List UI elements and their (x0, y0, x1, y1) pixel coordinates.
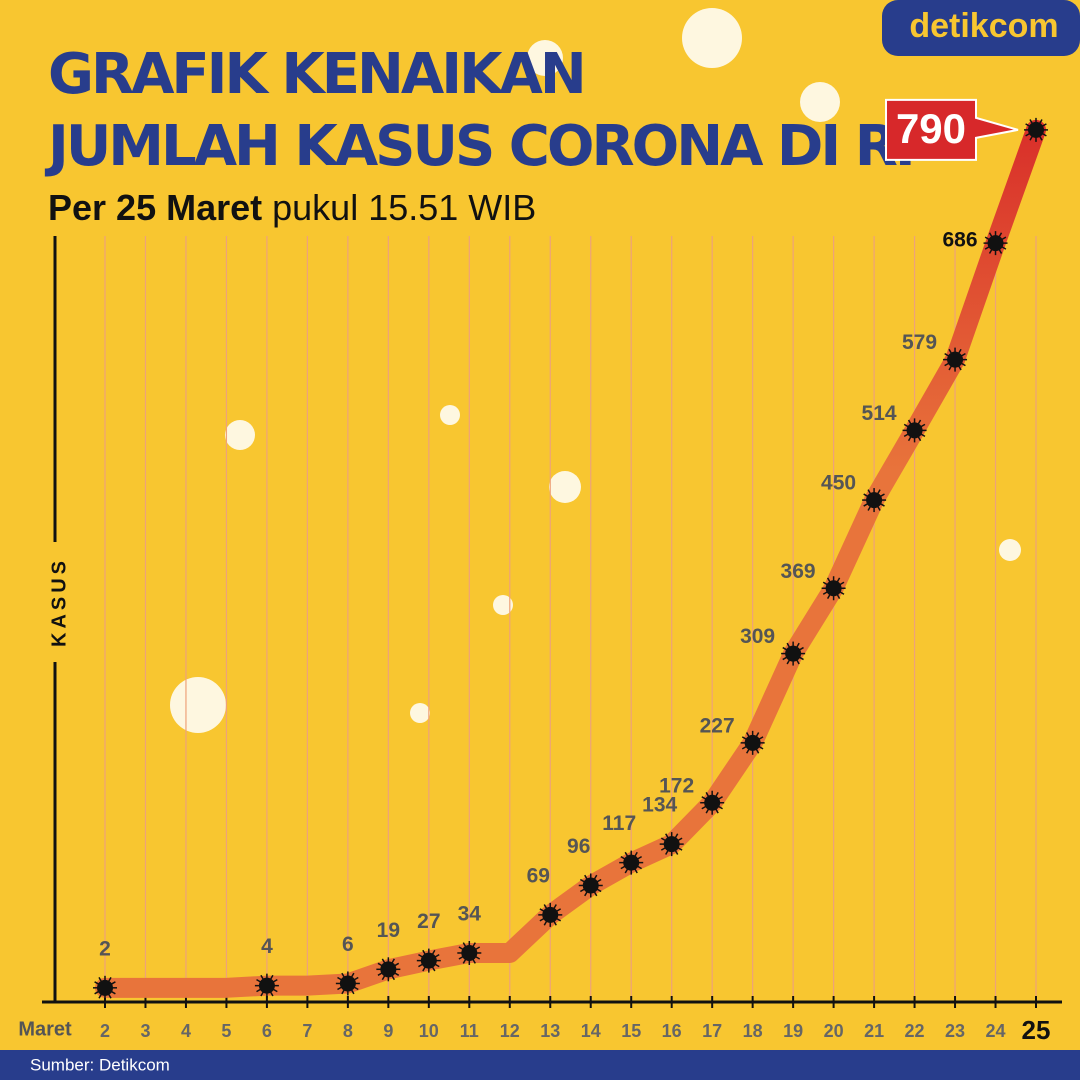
x-tick-label: 23 (945, 1021, 965, 1041)
marker-dot (785, 645, 802, 662)
x-tick-label: 14 (581, 1021, 601, 1041)
x-tick-label: 6 (262, 1021, 272, 1041)
value-label: 6 (342, 933, 354, 956)
marker (821, 576, 846, 601)
x-tick-label: 16 (662, 1021, 682, 1041)
marker-dot (420, 952, 437, 969)
x-tick-label: 10 (419, 1021, 439, 1041)
x-tick-label: 8 (343, 1021, 353, 1041)
value-label: 514 (862, 402, 897, 425)
x-tick-label: 2 (100, 1021, 110, 1041)
marker-dot (744, 734, 761, 751)
marker-dot (97, 979, 113, 996)
value-label: 117 (602, 812, 636, 835)
value-label: 790 (896, 105, 966, 152)
marker-dot (582, 877, 599, 894)
x-tick-label: 21 (864, 1021, 884, 1041)
x-tick-label: 11 (460, 1021, 479, 1041)
value-label: 34 (458, 903, 482, 926)
value-label: 134 (642, 794, 677, 817)
marker (1024, 117, 1048, 142)
marker (416, 948, 441, 973)
value-label: 579 (902, 331, 937, 354)
marker (254, 973, 279, 998)
value-label: 309 (740, 625, 775, 648)
marker (457, 940, 482, 965)
line (95, 119, 1046, 998)
value-label: 69 (527, 864, 550, 887)
marker (862, 488, 887, 513)
marker-dot (1028, 121, 1044, 138)
marker-dot (704, 794, 721, 811)
value-label: 19 (377, 919, 400, 942)
marker-dot (947, 351, 964, 368)
x-tick-label: 22 (905, 1021, 925, 1041)
marker (376, 957, 401, 982)
x-tick-label: 17 (702, 1021, 722, 1041)
marker-dot (987, 235, 1004, 252)
marker-dot (663, 836, 680, 853)
marker (93, 975, 117, 1000)
marker-dot (623, 854, 640, 871)
x-tick-label: 12 (500, 1021, 520, 1041)
grid (104, 236, 1037, 1002)
value-label: 227 (700, 714, 735, 737)
x-tick-label: 20 (824, 1021, 844, 1041)
title-line: JUMLAH KASUS CORONA DI RI (44, 114, 913, 179)
value-label: 369 (781, 560, 816, 583)
x-tick-label: 7 (302, 1021, 312, 1041)
x-tick-label: 18 (743, 1021, 763, 1041)
subtitle: Per 25 Maret pukul 15.51 WIB (48, 187, 536, 228)
x-tick-label: 4 (181, 1021, 191, 1041)
marker (902, 418, 927, 443)
marker-dot (825, 580, 842, 597)
x-tick-label: 19 (783, 1021, 803, 1041)
marker-dot (866, 492, 883, 509)
value-label: 4 (261, 935, 273, 958)
marker (619, 850, 644, 875)
marker-dot (339, 975, 356, 992)
marker (335, 971, 360, 996)
value-label: 686 (942, 229, 977, 252)
x-tick-label: 24 (986, 1021, 1006, 1041)
value-label: 96 (567, 835, 590, 858)
marker (700, 790, 725, 815)
virus-decoration (170, 8, 1021, 733)
title-line: GRAFIK KENAIKAN (48, 42, 584, 107)
brand: detikcom (909, 7, 1058, 45)
marker (983, 231, 1008, 256)
marker-dot (380, 961, 397, 978)
x-tick-label: 9 (383, 1021, 393, 1041)
value-label: 450 (821, 472, 856, 495)
value-label: 2 (99, 937, 111, 960)
x-tick-label: 13 (540, 1021, 560, 1041)
footer (0, 1050, 1080, 1080)
x-axis-label: Maret (18, 1018, 72, 1040)
marker (578, 873, 603, 898)
x-tick-label: 5 (221, 1021, 231, 1041)
marker-dot (542, 906, 559, 923)
marker (659, 832, 684, 857)
x-tick-label: 15 (621, 1021, 641, 1041)
marker (781, 641, 806, 666)
x-tick-label: 3 (140, 1021, 150, 1041)
marker (943, 347, 968, 372)
marker-dot (461, 944, 478, 961)
callout (885, 98, 1019, 161)
x-tick-label: 25 (1022, 1015, 1051, 1045)
y-axis-label: KASUS (48, 557, 70, 647)
source: Sumber: Detikcom (30, 1055, 170, 1074)
marker (740, 730, 765, 755)
brand-badge (882, 0, 1080, 56)
value-label: 27 (417, 910, 440, 933)
marker (538, 902, 563, 927)
marker-dot (906, 422, 923, 439)
marker-dot (258, 977, 275, 994)
value-label: 172 (659, 774, 694, 797)
